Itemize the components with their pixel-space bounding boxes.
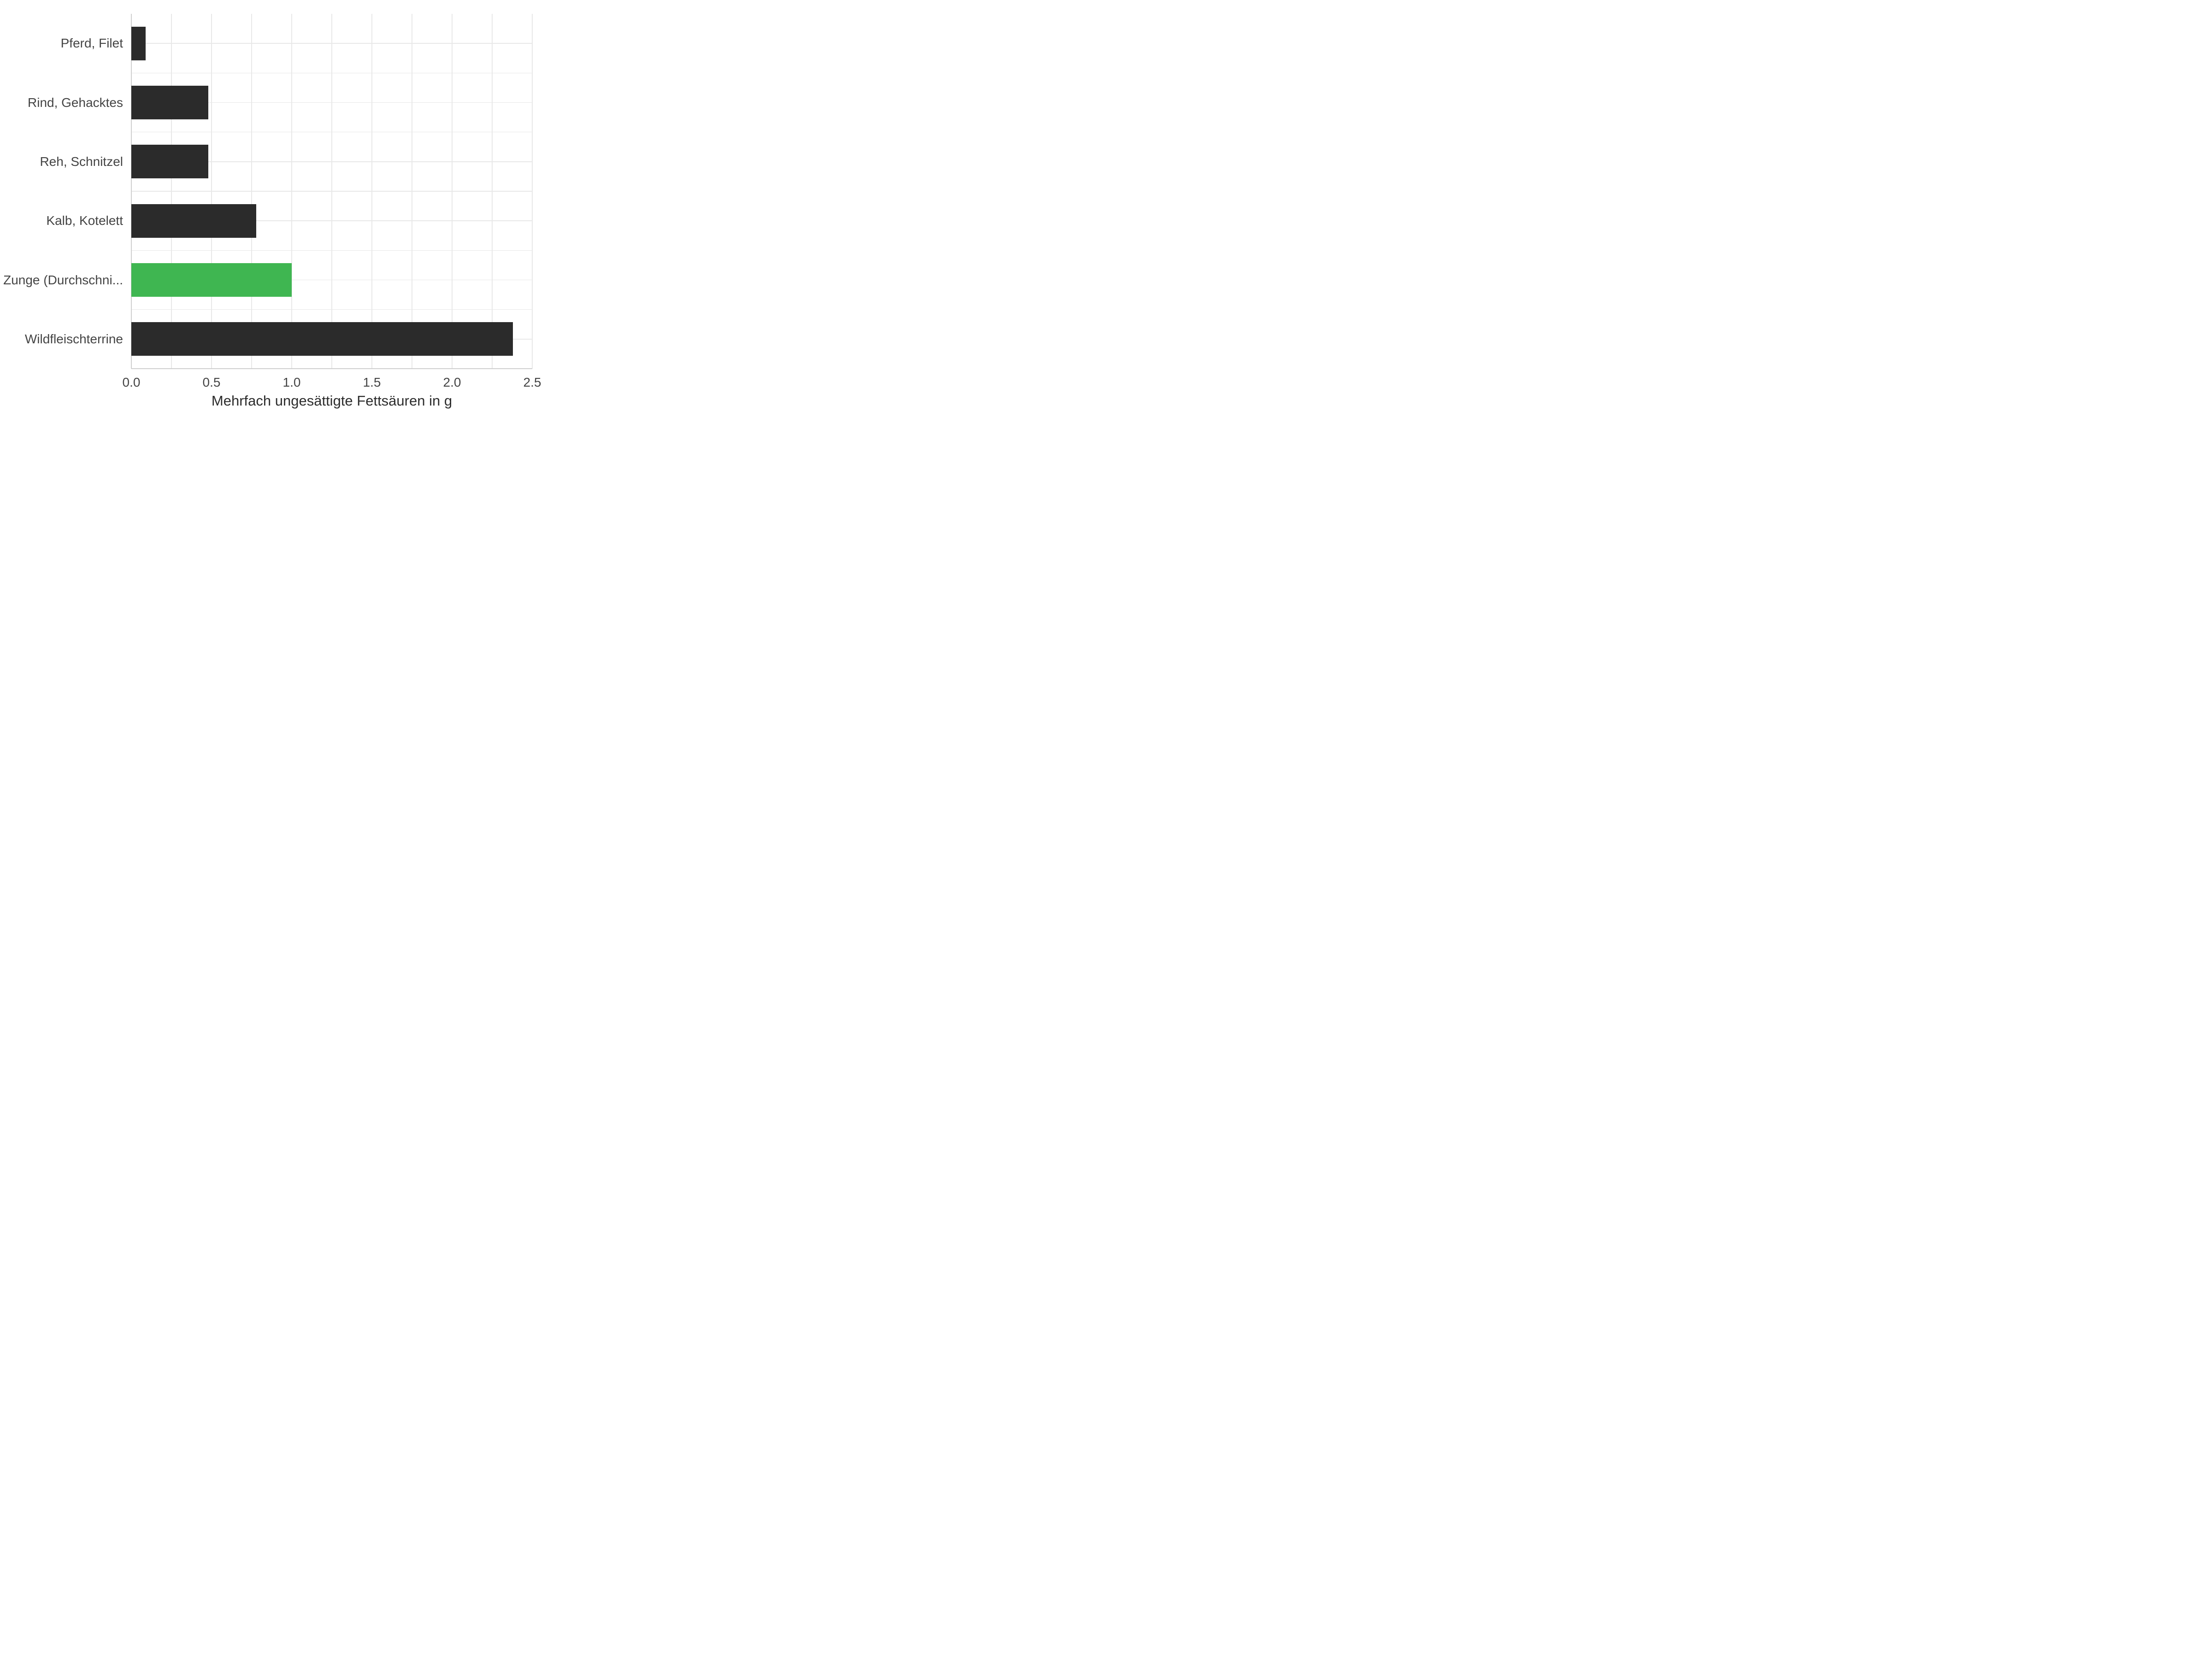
gridline-vertical xyxy=(532,14,533,369)
bar xyxy=(131,204,256,238)
gridline-vertical xyxy=(371,14,372,369)
bar xyxy=(131,27,146,60)
bar xyxy=(131,145,208,178)
gridline-vertical xyxy=(452,14,453,369)
y-tick-label: Rind, Gehacktes xyxy=(28,95,131,110)
x-axis-title: Mehrfach ungesättigte Fettsäuren in g xyxy=(212,393,452,409)
bar-highlighted xyxy=(131,263,292,297)
gridline-vertical-minor xyxy=(251,14,252,369)
gridline-vertical-minor xyxy=(492,14,493,369)
bar xyxy=(131,322,513,356)
x-tick-label: 1.0 xyxy=(283,369,301,390)
y-tick-label: Pferd, Filet xyxy=(61,36,131,51)
x-tick-label: 1.5 xyxy=(363,369,381,390)
plot-area: Mehrfach ungesättigte Fettsäuren in g 0.… xyxy=(131,14,532,369)
x-tick-label: 0.0 xyxy=(123,369,141,390)
chart-container: Mehrfach ungesättigte Fettsäuren in g 0.… xyxy=(0,0,553,415)
y-tick-label: Reh, Schnitzel xyxy=(40,154,131,169)
x-tick-label: 2.5 xyxy=(524,369,541,390)
bar xyxy=(131,86,208,119)
gridline-vertical xyxy=(211,14,212,369)
y-axis-line xyxy=(131,14,132,369)
x-tick-label: 0.5 xyxy=(203,369,221,390)
y-tick-label: Zunge (Durchschni... xyxy=(3,273,131,288)
gridline-vertical-minor xyxy=(331,14,332,369)
gridline-vertical-minor xyxy=(171,14,172,369)
x-tick-label: 2.0 xyxy=(443,369,461,390)
x-axis-line xyxy=(131,368,532,369)
gridline-vertical xyxy=(291,14,292,369)
y-tick-label: Wildfleischterrine xyxy=(25,332,131,347)
y-tick-label: Kalb, Kotelett xyxy=(46,213,131,228)
